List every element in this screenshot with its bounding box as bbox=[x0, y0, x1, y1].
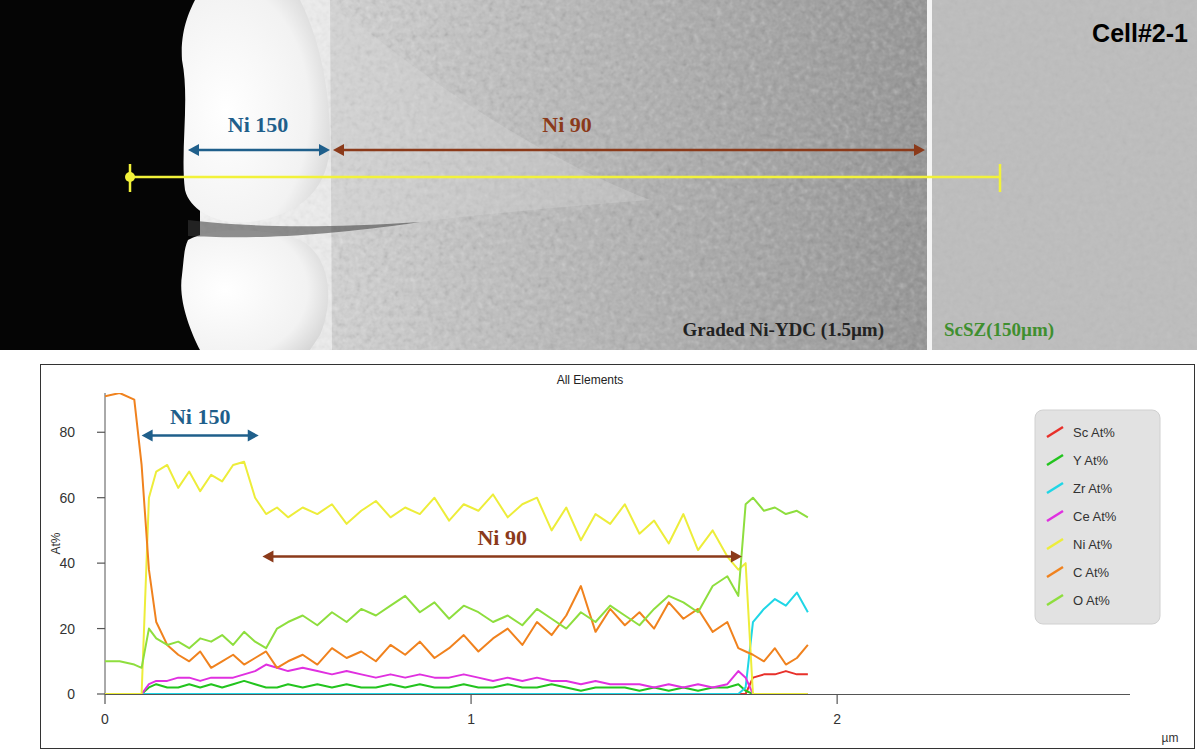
annotation-arrow-head bbox=[262, 551, 273, 563]
annotation-arrow-head bbox=[142, 430, 153, 442]
annotation-arrow-head bbox=[731, 551, 742, 563]
streak bbox=[330, 0, 650, 235]
series-line bbox=[105, 393, 808, 668]
series-line bbox=[105, 681, 808, 694]
legend-swatch bbox=[1047, 567, 1063, 577]
layer-label: ScSZ(150µm) bbox=[944, 319, 1054, 341]
y-axis-title: At% bbox=[49, 532, 63, 554]
legend-label: Sc At% bbox=[1073, 425, 1115, 440]
legend-swatch bbox=[1047, 427, 1063, 437]
y-tick-label: 40 bbox=[59, 555, 75, 571]
scan-end bbox=[999, 164, 1002, 192]
series-line bbox=[105, 462, 808, 694]
legend-label: Ce At% bbox=[1073, 509, 1117, 524]
annotation-label: Ni 150 bbox=[170, 404, 231, 429]
chart-frame bbox=[41, 365, 1195, 749]
legend-swatch bbox=[1047, 539, 1063, 549]
x-tick bbox=[837, 694, 838, 704]
legend-swatch bbox=[1047, 483, 1063, 493]
x-tick-label: 2 bbox=[833, 711, 841, 727]
ni150-arrow bbox=[194, 149, 324, 152]
ni90-arrow-head bbox=[914, 144, 925, 156]
legend-label: Ni At% bbox=[1073, 537, 1112, 552]
legend-swatch bbox=[1047, 511, 1063, 521]
series-line bbox=[105, 498, 808, 668]
y-tick bbox=[97, 628, 105, 629]
micrograph bbox=[0, 0, 1197, 350]
legend-swatch bbox=[1047, 455, 1063, 465]
annotation-arrow-head bbox=[248, 430, 259, 442]
annotation-arrow bbox=[268, 555, 736, 558]
annotation-label: Ni 90 bbox=[477, 525, 527, 550]
y-tick bbox=[97, 563, 105, 564]
x-tick-label: 0 bbox=[101, 711, 109, 727]
y-axis bbox=[105, 393, 106, 694]
x-tick bbox=[104, 694, 105, 704]
ni150-arrow-head bbox=[319, 144, 330, 156]
scan-line bbox=[130, 176, 1000, 179]
scan-start bbox=[125, 172, 135, 182]
x-tick bbox=[470, 694, 471, 704]
chart-title: All Elements bbox=[557, 373, 624, 387]
ni150-arrow-head bbox=[188, 144, 199, 156]
region-label: Ni 150 bbox=[228, 112, 289, 137]
y-tick-label: 80 bbox=[59, 424, 75, 440]
series-line bbox=[105, 665, 808, 694]
ni90-arrow-head bbox=[333, 144, 344, 156]
layer-label: Graded Ni-YDC (1.5µm) bbox=[683, 319, 884, 341]
legend-label: C At% bbox=[1073, 565, 1110, 580]
x-axis bbox=[105, 694, 1130, 695]
ni150-lobe bbox=[182, 0, 330, 222]
legend-swatch bbox=[1047, 595, 1063, 605]
y-tick-label: 60 bbox=[59, 490, 75, 506]
legend-label: O At% bbox=[1073, 593, 1110, 608]
ni150-lobe bbox=[181, 230, 328, 350]
plot-area bbox=[105, 393, 808, 694]
y-tick bbox=[97, 432, 105, 433]
y-tick-label: 20 bbox=[59, 621, 75, 637]
ni90-arrow bbox=[339, 149, 919, 152]
y-tick bbox=[97, 497, 105, 498]
series-line bbox=[105, 593, 808, 694]
annotation-arrow bbox=[148, 434, 253, 437]
pore-line bbox=[188, 220, 420, 237]
interface bbox=[927, 0, 932, 350]
scsz-texture bbox=[930, 0, 1197, 350]
legend-label: Zr At% bbox=[1073, 481, 1112, 496]
cell-label: Cell#2-1 bbox=[1092, 19, 1188, 47]
series-line bbox=[105, 671, 808, 694]
legend-label: Y At% bbox=[1073, 453, 1109, 468]
figure: Ni 150 Ni 90 Graded Ni-YDC (1.5µm) ScSZ(150… bbox=[0, 0, 1197, 753]
background bbox=[0, 0, 1197, 350]
y-tick-label: 0 bbox=[67, 686, 75, 702]
region-label: Ni 90 bbox=[542, 112, 592, 137]
y-tick bbox=[97, 693, 105, 694]
x-tick-label: 1 bbox=[467, 711, 475, 727]
scsz-layer bbox=[930, 0, 1197, 350]
x-axis-title: µm bbox=[1162, 731, 1179, 745]
legend-box bbox=[1035, 410, 1160, 624]
